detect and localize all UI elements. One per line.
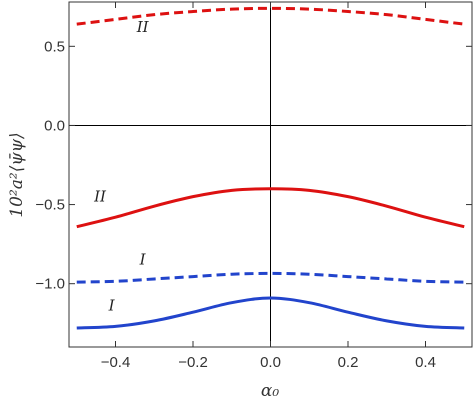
series-layer <box>76 6 465 330</box>
y-axis-title: 10²a²⟨ψ̄ψ⟩ <box>7 132 27 217</box>
curve-label: II <box>136 18 150 36</box>
x-tick-label: −0.2 <box>178 354 208 371</box>
y-tick-label: 0.0 <box>44 117 65 134</box>
y-tick-label: −1.0 <box>35 276 65 293</box>
y-tick-label: −0.5 <box>35 197 65 214</box>
series-line-i-solid <box>76 296 465 330</box>
x-axis-title: α₀ <box>261 381 279 401</box>
y-tick-label: 0.5 <box>44 38 65 55</box>
series-line-ii-solid <box>76 187 465 229</box>
curve-label: I <box>108 297 116 315</box>
x-tick-label: 0.4 <box>415 354 436 371</box>
x-tick-label: −0.4 <box>101 354 131 371</box>
x-tick-label: 0.2 <box>338 354 359 371</box>
curve-label: II <box>93 187 107 205</box>
curve-label: I <box>139 251 147 269</box>
x-tick-label: 0.0 <box>260 354 281 371</box>
y-axis-ticks: 0.5 0.0 −0.5 −1.0 <box>35 38 472 293</box>
series-line-ii-dashed <box>76 6 465 26</box>
x-axis-ticks: −0.4 −0.2 0.0 0.2 0.4 <box>101 2 436 371</box>
